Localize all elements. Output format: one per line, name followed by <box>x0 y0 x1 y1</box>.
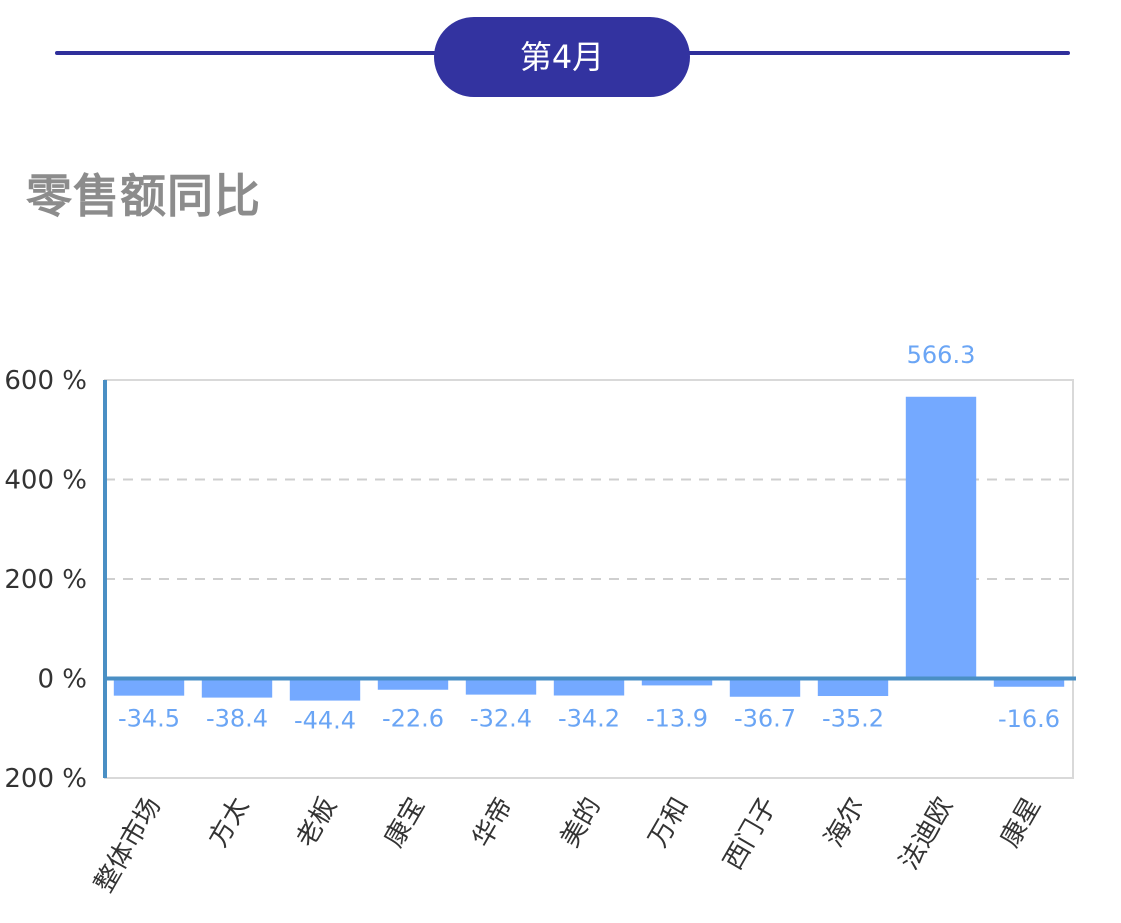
bar-3 <box>377 678 449 690</box>
x-tick-label: 康星 <box>995 793 1047 853</box>
y-tick-label: 600 % <box>4 366 87 396</box>
data-label: -38.4 <box>206 705 268 733</box>
data-label: -34.2 <box>558 705 620 733</box>
data-label: -22.6 <box>382 705 444 733</box>
data-label: -32.4 <box>470 705 532 733</box>
x-tick-label: 美的 <box>555 793 607 853</box>
bar-5 <box>553 678 625 696</box>
x-tick-label: 康宝 <box>379 793 431 853</box>
bar-1 <box>201 678 273 698</box>
data-label: 566.3 <box>907 341 976 369</box>
data-label: -36.7 <box>734 705 796 733</box>
data-label: -44.4 <box>294 707 356 735</box>
y-tick-label: 0 % <box>37 665 87 695</box>
bar-9 <box>905 396 977 679</box>
data-label: -34.5 <box>118 705 180 733</box>
x-tick-label: 法迪欧 <box>894 793 959 876</box>
bar-2 <box>289 678 361 701</box>
data-label: -35.2 <box>822 705 884 733</box>
x-tick-label: 方太 <box>203 793 255 853</box>
x-tick-label: 海尔 <box>819 793 871 853</box>
bar-6 <box>641 678 713 686</box>
data-label: -13.9 <box>646 705 708 733</box>
bar-8 <box>817 678 889 697</box>
x-tick-label: 西门子 <box>718 793 783 876</box>
bar-0 <box>113 678 185 696</box>
x-tick-label: 整体市场 <box>89 793 167 898</box>
y-tick-label: 200 % <box>4 764 87 794</box>
y-tick-label: 400 % <box>4 466 87 496</box>
bar-7 <box>729 678 801 697</box>
month-tab[interactable]: 第4月 <box>434 17 690 97</box>
section-title: 零售额同比 <box>26 169 261 223</box>
data-label: -16.6 <box>998 705 1060 733</box>
x-tick-label: 老板 <box>291 793 343 853</box>
x-tick-label: 万和 <box>643 793 695 853</box>
x-tick-label: 华帝 <box>467 793 519 853</box>
bar-10 <box>993 678 1065 687</box>
bar-4 <box>465 678 537 695</box>
y-tick-label: 200 % <box>4 565 87 595</box>
